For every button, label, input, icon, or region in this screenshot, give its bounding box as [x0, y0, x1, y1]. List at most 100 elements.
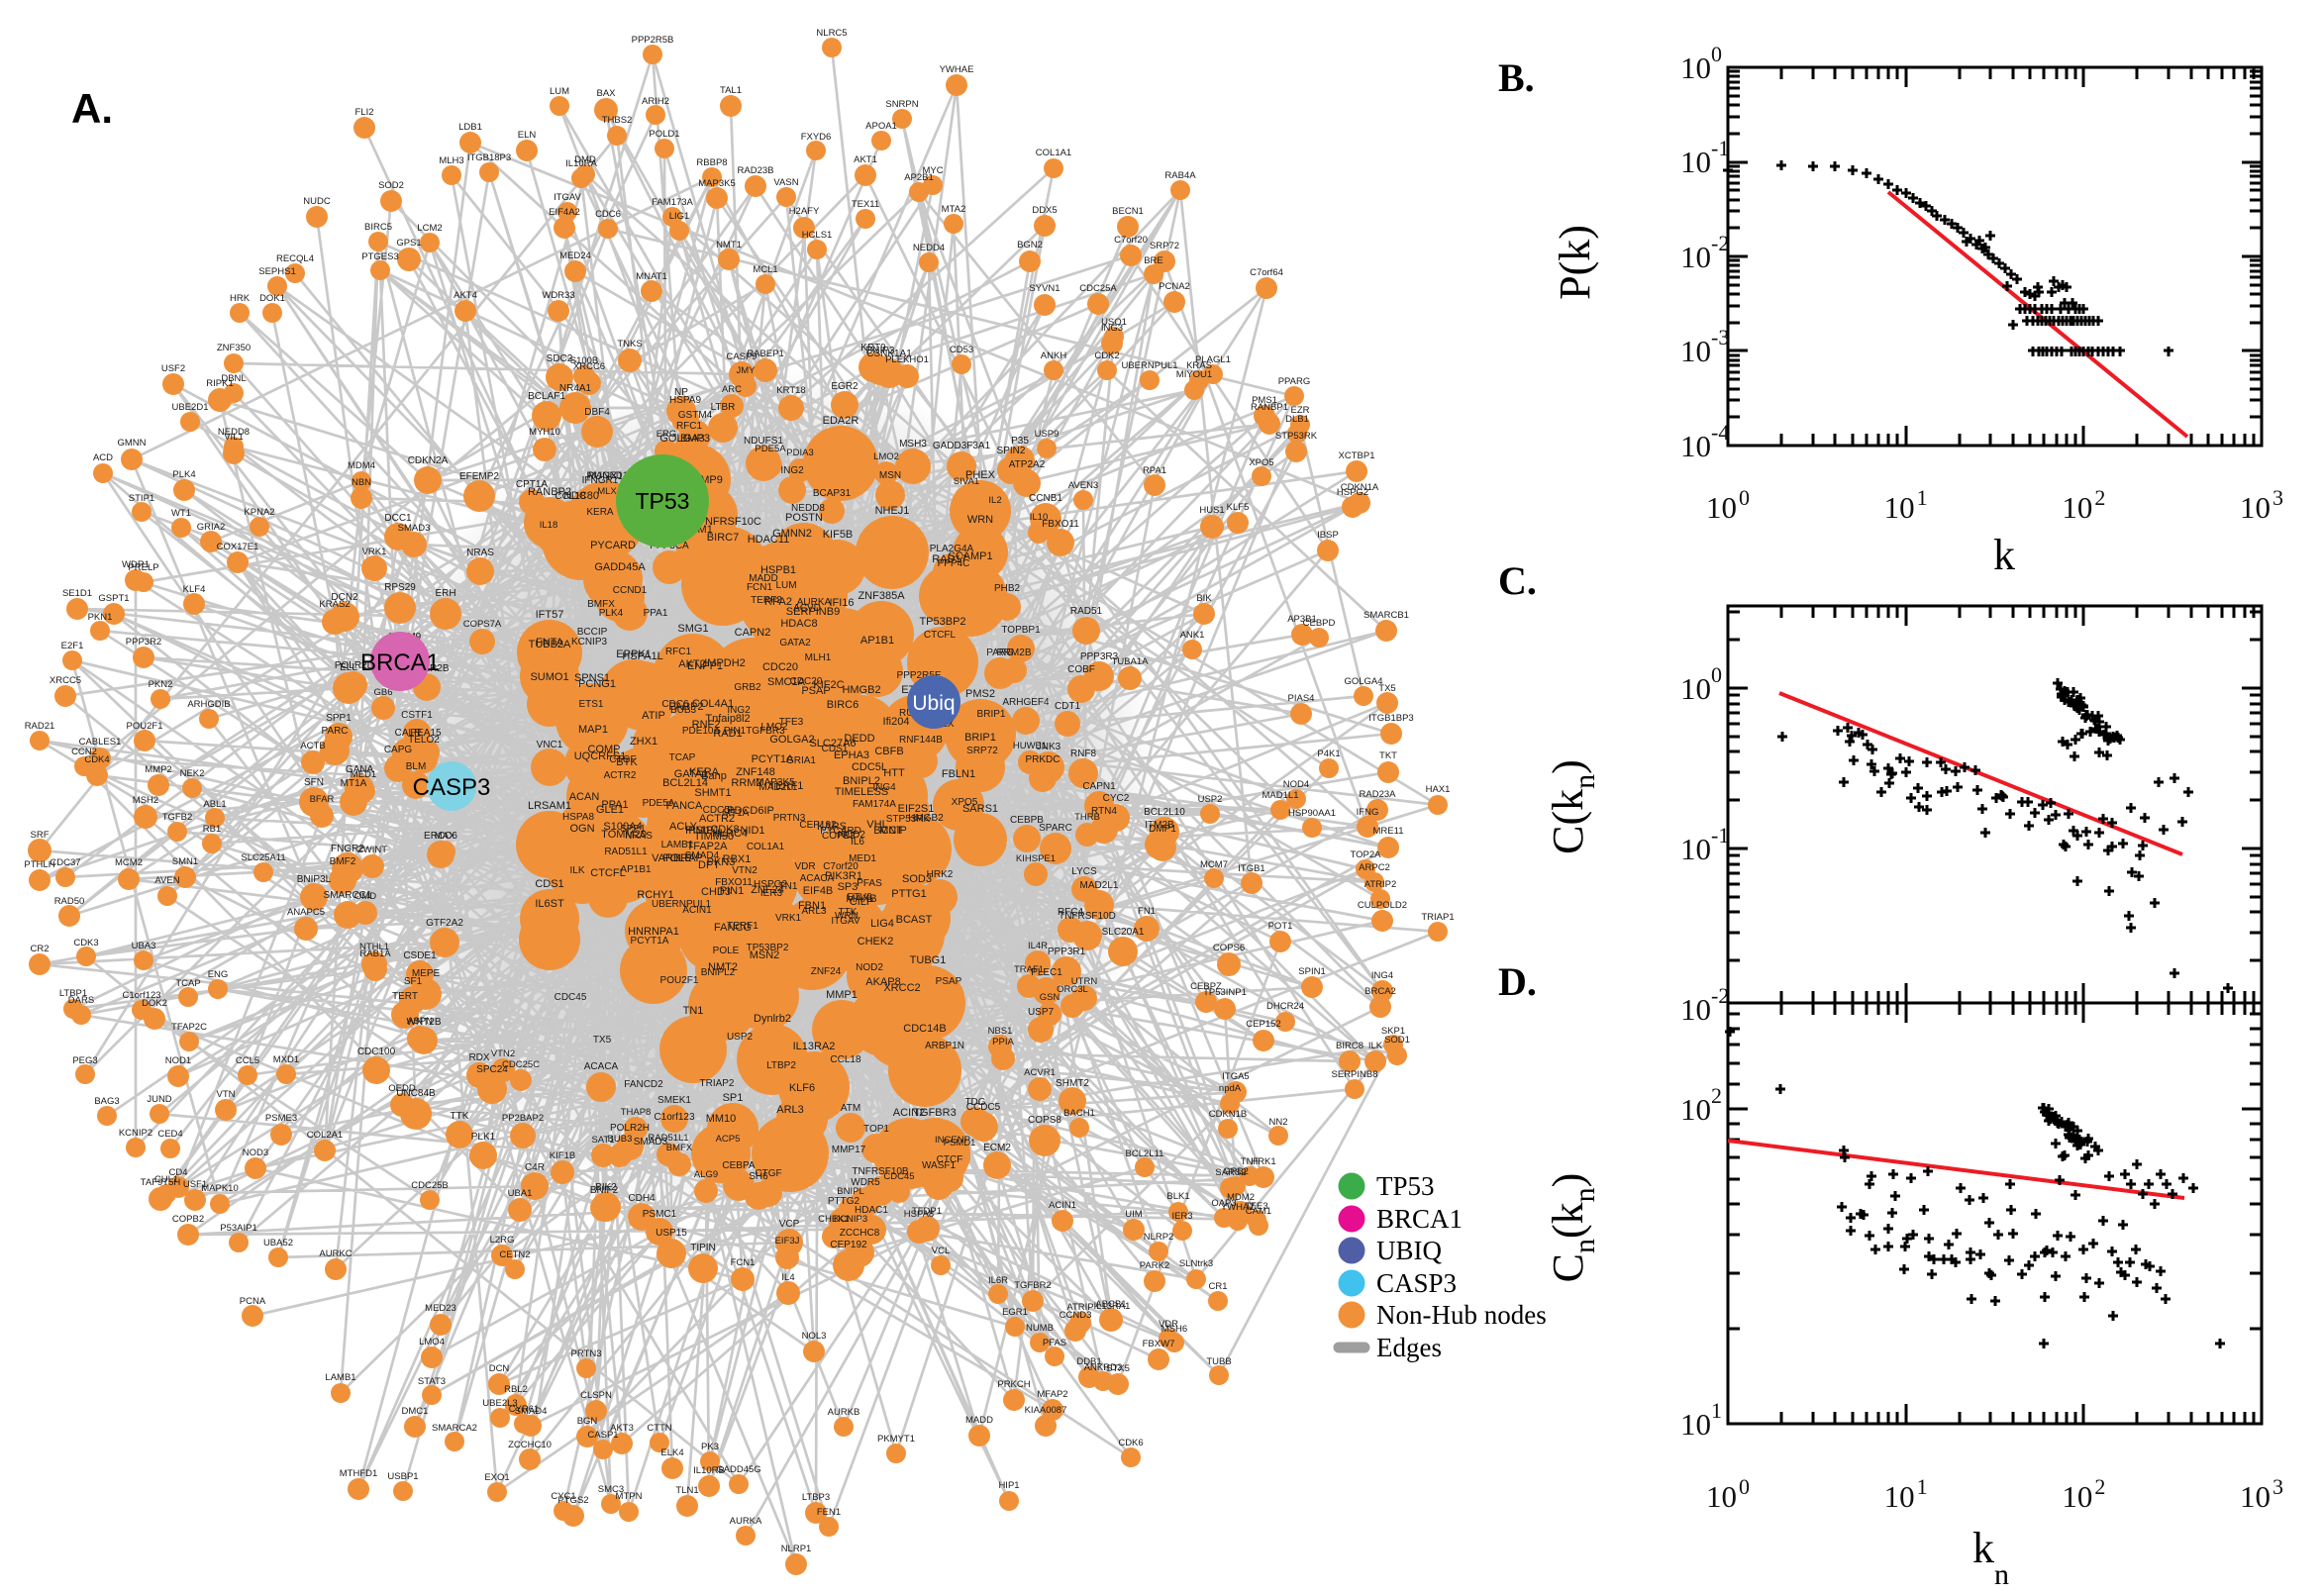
- svg-text:PCNA: PCNA: [240, 1296, 266, 1307]
- svg-text:TP53: TP53: [636, 488, 690, 514]
- svg-text:SMARCC1: SMARCC1: [324, 890, 372, 901]
- svg-text:FXYD6: FXYD6: [801, 132, 832, 143]
- svg-text:2: 2: [1711, 1083, 1722, 1108]
- svg-text:RNF2: RNF2: [692, 719, 721, 731]
- svg-text:BIRC6: BIRC6: [827, 699, 858, 711]
- svg-text:MYH10: MYH10: [529, 427, 560, 438]
- svg-text:ARL3: ARL3: [776, 1104, 804, 1116]
- svg-text:SMAD3: SMAD3: [398, 523, 431, 534]
- svg-text:BIK2: BIK2: [595, 1182, 617, 1193]
- svg-text:VCL: VCL: [932, 1246, 950, 1256]
- svg-text:NLRC5: NLRC5: [816, 28, 847, 39]
- svg-text:VARBRAP: VARBRAP: [652, 852, 703, 864]
- svg-text:MCM2: MCM2: [115, 857, 143, 868]
- svg-text:ANKH: ANKH: [1041, 350, 1067, 361]
- svg-text:CTCFL: CTCFL: [590, 867, 625, 879]
- svg-text:ARPC2: ARPC2: [1359, 862, 1390, 873]
- svg-text:MSN2: MSN2: [750, 949, 780, 961]
- svg-text:IL13RA2: IL13RA2: [793, 1041, 836, 1052]
- svg-text:ERH: ERH: [435, 588, 455, 599]
- svg-text:TIMM50: TIMM50: [694, 831, 734, 843]
- svg-text:DDX5: DDX5: [1032, 205, 1057, 216]
- svg-text:TAL1: TAL1: [720, 85, 742, 96]
- svg-text:HSPA8: HSPA8: [562, 812, 594, 823]
- svg-text:CCND3: CCND3: [1060, 1310, 1092, 1321]
- svg-text:ANK1: ANK1: [1180, 630, 1205, 641]
- svg-text:WDR5: WDR5: [851, 1177, 880, 1188]
- svg-text:CDC6: CDC6: [595, 209, 621, 220]
- svg-text:BCL2L11: BCL2L11: [1126, 1148, 1164, 1159]
- svg-text:PTTG1: PTTG1: [891, 888, 926, 900]
- svg-text:ELN: ELN: [518, 130, 537, 141]
- svg-text:AKT2: AKT2: [678, 658, 706, 670]
- svg-text:MSN: MSN: [879, 470, 901, 481]
- svg-text:WNT2B: WNT2B: [407, 1017, 442, 1028]
- svg-text:MT1A: MT1A: [723, 808, 750, 819]
- svg-text:C1orf123: C1orf123: [122, 990, 160, 1001]
- svg-text:THBS2: THBS2: [602, 115, 633, 126]
- svg-text:ANAPC5: ANAPC5: [287, 907, 325, 918]
- svg-text:GOLGA4: GOLGA4: [1344, 676, 1382, 687]
- svg-text:SIVA1: SIVA1: [954, 476, 979, 487]
- svg-text:CD53: CD53: [950, 345, 973, 355]
- svg-text:IFNGR1: IFNGR1: [582, 475, 619, 486]
- svg-text:UIM: UIM: [1125, 1209, 1143, 1220]
- svg-text:SHMT2: SHMT2: [1056, 1078, 1089, 1089]
- svg-text:PLK1: PLK1: [471, 1132, 496, 1143]
- svg-text:P(k): P(k): [1551, 225, 1599, 300]
- svg-text:BRCA1: BRCA1: [1376, 1204, 1463, 1234]
- svg-text:TUBB: TUBB: [1206, 1356, 1231, 1367]
- svg-text:ATP2A2: ATP2A2: [1009, 459, 1046, 470]
- svg-text:VDR: VDR: [1159, 1319, 1178, 1330]
- svg-text:GSN: GSN: [1040, 992, 1060, 1003]
- svg-text:KIHSPE1: KIHSPE1: [1016, 853, 1056, 864]
- svg-text:IL4: IL4: [781, 1272, 794, 1283]
- svg-text:LIG4: LIG4: [870, 918, 894, 930]
- svg-text:MSH3: MSH3: [899, 439, 927, 449]
- svg-text:JNK3: JNK3: [1037, 742, 1061, 752]
- svg-text:HTT: HTT: [883, 767, 905, 779]
- svg-text:CLSPN: CLSPN: [580, 1390, 612, 1401]
- svg-text:THAP8: THAP8: [621, 1107, 652, 1118]
- svg-text:PMS1: PMS1: [1252, 395, 1277, 406]
- svg-text:HSPG2: HSPG2: [754, 879, 787, 890]
- svg-text:CABLES1: CABLES1: [79, 737, 122, 748]
- svg-text:TIMELESS: TIMELESS: [835, 786, 888, 798]
- svg-text:CCN2: CCN2: [71, 747, 97, 757]
- svg-text:MXD1: MXD1: [273, 1054, 299, 1065]
- svg-text:FEN1: FEN1: [817, 1507, 841, 1518]
- svg-text:CYC1: CYC1: [551, 1491, 575, 1502]
- svg-text:TP53: TP53: [1376, 1171, 1435, 1201]
- svg-text:-2: -2: [1711, 231, 1729, 255]
- svg-text:AP3B1: AP3B1: [1287, 614, 1317, 625]
- svg-text:PIN1: PIN1: [724, 726, 747, 737]
- svg-text:MED1: MED1: [351, 769, 376, 780]
- svg-text:SPNS1: SPNS1: [574, 672, 610, 684]
- svg-text:SDC2: SDC2: [547, 353, 573, 364]
- svg-text:RAD23A: RAD23A: [1360, 789, 1397, 800]
- svg-text:TGFB2: TGFB2: [162, 812, 193, 823]
- svg-text:CASP3: CASP3: [1376, 1268, 1457, 1298]
- svg-text:CAPG: CAPG: [384, 745, 413, 755]
- svg-text:LUM: LUM: [550, 86, 569, 97]
- svg-text:BMFX: BMFX: [666, 1143, 693, 1153]
- svg-text:GANA: GANA: [346, 764, 374, 775]
- svg-text:CEP192: CEP192: [799, 820, 837, 831]
- svg-text:PSMD1: PSMD1: [944, 1138, 976, 1148]
- svg-text:YWHAZ: YWHAZ: [1221, 1202, 1256, 1213]
- svg-text:NDC80: NDC80: [563, 490, 599, 502]
- svg-text:SLC27A6: SLC27A6: [809, 738, 856, 749]
- svg-text:PK3: PK3: [701, 1442, 719, 1452]
- svg-text:SERPINB8: SERPINB8: [1332, 1069, 1378, 1080]
- svg-text:BLM: BLM: [406, 761, 427, 772]
- svg-text:CCND1: CCND1: [613, 585, 648, 596]
- svg-text:XRCC2: XRCC2: [883, 982, 920, 994]
- svg-text:10: 10: [1680, 671, 1711, 706]
- svg-text:ARL3: ARL3: [801, 906, 826, 917]
- svg-text:RPS29: RPS29: [384, 582, 416, 593]
- svg-text:EDA2R: EDA2R: [823, 415, 859, 427]
- svg-text:LIG1: LIG1: [669, 211, 690, 222]
- svg-text:0: 0: [1711, 662, 1722, 687]
- svg-text:NUDC: NUDC: [303, 196, 331, 207]
- svg-text:BFAR: BFAR: [310, 794, 335, 805]
